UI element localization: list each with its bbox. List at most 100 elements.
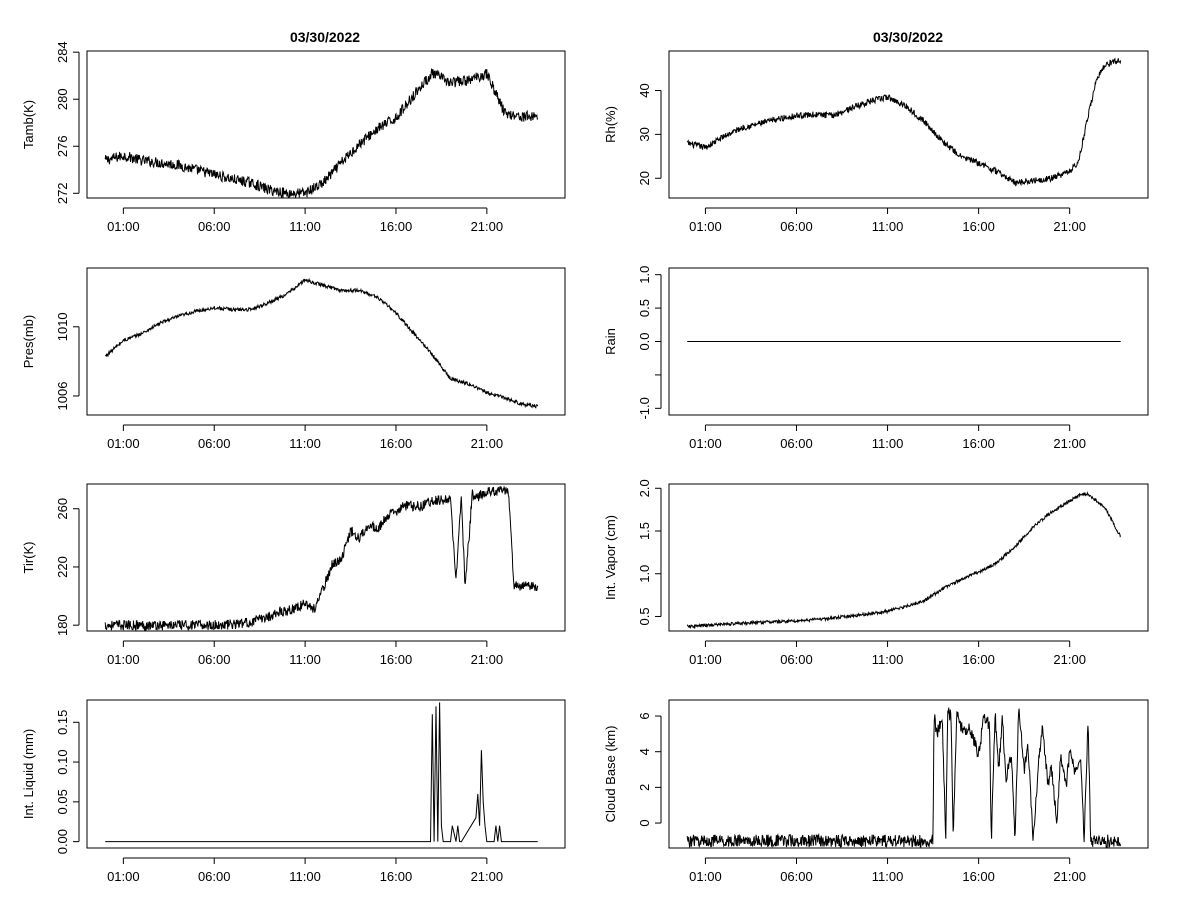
cloudbase-x-axis: 01:00 06:00 11:00 16:00 21:00 (689, 857, 1086, 884)
liquid-x-tick-label: 16:00 (380, 869, 413, 884)
rh-y-axis: 20 30 40 (637, 83, 662, 185)
rain-x-tick-label: 06:00 (780, 436, 813, 451)
tamb-y-axis: 272 276 280 284 (55, 41, 80, 204)
liquid-x-tick-label: 11:00 (289, 869, 321, 884)
vapor-y-tick-label: 1.0 (637, 565, 652, 583)
cloudbase-x-tick-label: 01:00 (689, 869, 722, 884)
tir-x-tick-label: 21:00 (471, 652, 504, 667)
cloudbase-x-tick-label: 11:00 (872, 869, 904, 884)
liquid-x-axis: 01:00 06:00 11:00 16:00 21:00 (107, 857, 503, 884)
cloudbase-y-label: Cloud Base (km) (603, 726, 618, 823)
cloudbase-x-tick-label: 21:00 (1053, 869, 1086, 884)
tir-y-tick-label: 180 (55, 614, 70, 636)
tamb-x-tick-label: 06:00 (198, 219, 231, 234)
vapor-y-label: Int. Vapor (cm) (603, 515, 618, 600)
panel-cloudbase: 01:00 06:00 11:00 16:00 21:00 0 2 4 6 Cloud Base … (603, 699, 1149, 884)
tamb-plot-frame (86, 50, 566, 199)
liquid-y-axis: 0.00 0.05 0.10 0.15 (55, 710, 80, 854)
panel-tir: 01:00 06:00 11:00 16:00 21:00 180 220 260 Tir(K) (21, 483, 566, 667)
pres-y-tick-label: 1010 (55, 312, 70, 341)
rain-y-tick-label: -1.0 (637, 397, 652, 419)
vapor-x-tick-label: 11:00 (872, 652, 904, 667)
tamb-x-tick-label: 01:00 (107, 219, 140, 234)
liquid-y-tick-label: 0.15 (55, 710, 70, 735)
tamb-y-tick-label: 280 (55, 88, 70, 110)
rh-x-tick-label: 01:00 (689, 219, 722, 234)
tir-plot-frame (86, 483, 566, 632)
pres-x-tick-label: 06:00 (198, 436, 231, 451)
tamb-y-tick-label: 284 (55, 41, 70, 63)
rain-y-label: Rain (603, 328, 618, 355)
rh-y-label: Rh(%) (603, 106, 618, 143)
liquid-series-line (105, 702, 538, 843)
tir-y-axis: 180 220 260 (55, 498, 80, 636)
vapor-x-tick-label: 01:00 (689, 652, 722, 667)
rh-plot-frame (668, 50, 1149, 199)
liquid-plot-frame (86, 699, 566, 849)
tir-y-tick-label: 220 (55, 556, 70, 578)
rain-x-tick-label: 11:00 (872, 436, 904, 451)
pres-x-tick-label: 21:00 (471, 436, 504, 451)
rh-y-tick-label: 30 (637, 127, 652, 141)
pres-y-tick-label: 1006 (55, 382, 70, 411)
vapor-x-tick-label: 06:00 (780, 652, 813, 667)
tamb-x-tick-label: 21:00 (471, 219, 504, 234)
pres-x-tick-label: 11:00 (289, 436, 321, 451)
cloudbase-plot-frame (668, 699, 1149, 849)
cloudbase-y-tick-label: 6 (637, 712, 652, 719)
tir-x-tick-label: 01:00 (107, 652, 140, 667)
panel-vapor: 01:00 06:00 11:00 16:00 21:00 0.5 1.0 1.5 2.0 Int… (603, 479, 1149, 667)
rh-y-tick-label: 40 (637, 83, 652, 97)
tamb-y-tick-label: 276 (55, 135, 70, 157)
vapor-y-tick-label: 0.5 (637, 607, 652, 625)
liquid-y-tick-label: 0.00 (55, 829, 70, 854)
vapor-y-tick-label: 1.5 (637, 522, 652, 540)
panel-tamb: 01:00 06:00 11:00 16:00 21:00 272 276 280 284 Tam… (21, 41, 566, 234)
liquid-y-tick-label: 0.10 (55, 749, 70, 774)
liquid-x-tick-label: 01:00 (107, 869, 140, 884)
liquid-y-tick-label: 0.05 (55, 789, 70, 814)
vapor-x-axis: 01:00 06:00 11:00 16:00 21:00 (689, 640, 1086, 667)
cloudbase-y-tick-label: 0 (637, 819, 652, 826)
rh-x-tick-label: 06:00 (780, 219, 813, 234)
rain-y-tick-label: 0.0 (637, 332, 652, 350)
vapor-plot-frame (668, 483, 1149, 632)
panel-pres: 01:00 06:00 11:00 16:00 21:00 1006 1010 Pres(mb… (21, 267, 566, 451)
rain-plot-frame (668, 267, 1149, 416)
rain-x-tick-label: 16:00 (962, 436, 995, 451)
vapor-y-tick-label: 2.0 (637, 479, 652, 497)
rh-series-line (686, 57, 1122, 187)
rain-x-axis: 01:00 06:00 11:00 16:00 21:00 (689, 424, 1086, 451)
right-column-title: 03/30/2022 (873, 29, 943, 45)
rh-y-tick-label: 20 (637, 171, 652, 185)
cloudbase-y-tick-label: 4 (637, 748, 652, 755)
rh-x-tick-label: 16:00 (962, 219, 995, 234)
pres-x-tick-label: 16:00 (380, 436, 413, 451)
tamb-x-tick-label: 16:00 (380, 219, 413, 234)
tir-x-tick-label: 11:00 (289, 652, 321, 667)
cloudbase-x-tick-label: 16:00 (962, 869, 995, 884)
tir-x-tick-label: 16:00 (380, 652, 413, 667)
vapor-series-line (686, 490, 1122, 630)
pres-y-label: Pres(mb) (21, 315, 36, 368)
rain-x-tick-label: 21:00 (1053, 436, 1086, 451)
cloudbase-x-tick-label: 06:00 (780, 869, 813, 884)
rh-x-tick-label: 11:00 (872, 219, 904, 234)
panel-rh: 01:00 06:00 11:00 16:00 21:00 20 30 40 Rh(%) (603, 50, 1149, 234)
vapor-y-axis: 0.5 1.0 1.5 2.0 (637, 479, 662, 626)
liquid-y-label: Int. Liquid (mm) (21, 729, 36, 819)
tir-series-line (104, 485, 539, 632)
pres-y-axis: 1006 1010 (55, 312, 80, 411)
left-column-title: 03/30/2022 (290, 29, 360, 45)
tamb-y-label: Tamb(K) (21, 100, 36, 149)
rh-x-tick-label: 21:00 (1053, 219, 1086, 234)
rh-x-axis: 01:00 06:00 11:00 16:00 21:00 (689, 207, 1086, 234)
rain-x-tick-label: 01:00 (689, 436, 722, 451)
pres-series-line (105, 277, 539, 409)
rain-y-axis: -1.0 0.0 0.5 1.0 (637, 266, 662, 420)
rain-y-tick-label: 0.5 (637, 299, 652, 317)
tamb-x-tick-label: 11:00 (289, 219, 321, 234)
tir-y-tick-label: 260 (55, 498, 70, 520)
panel-rain: 01:00 06:00 11:00 16:00 21:00 -1.0 0.0 0.5 1.0 Ra… (603, 266, 1149, 451)
